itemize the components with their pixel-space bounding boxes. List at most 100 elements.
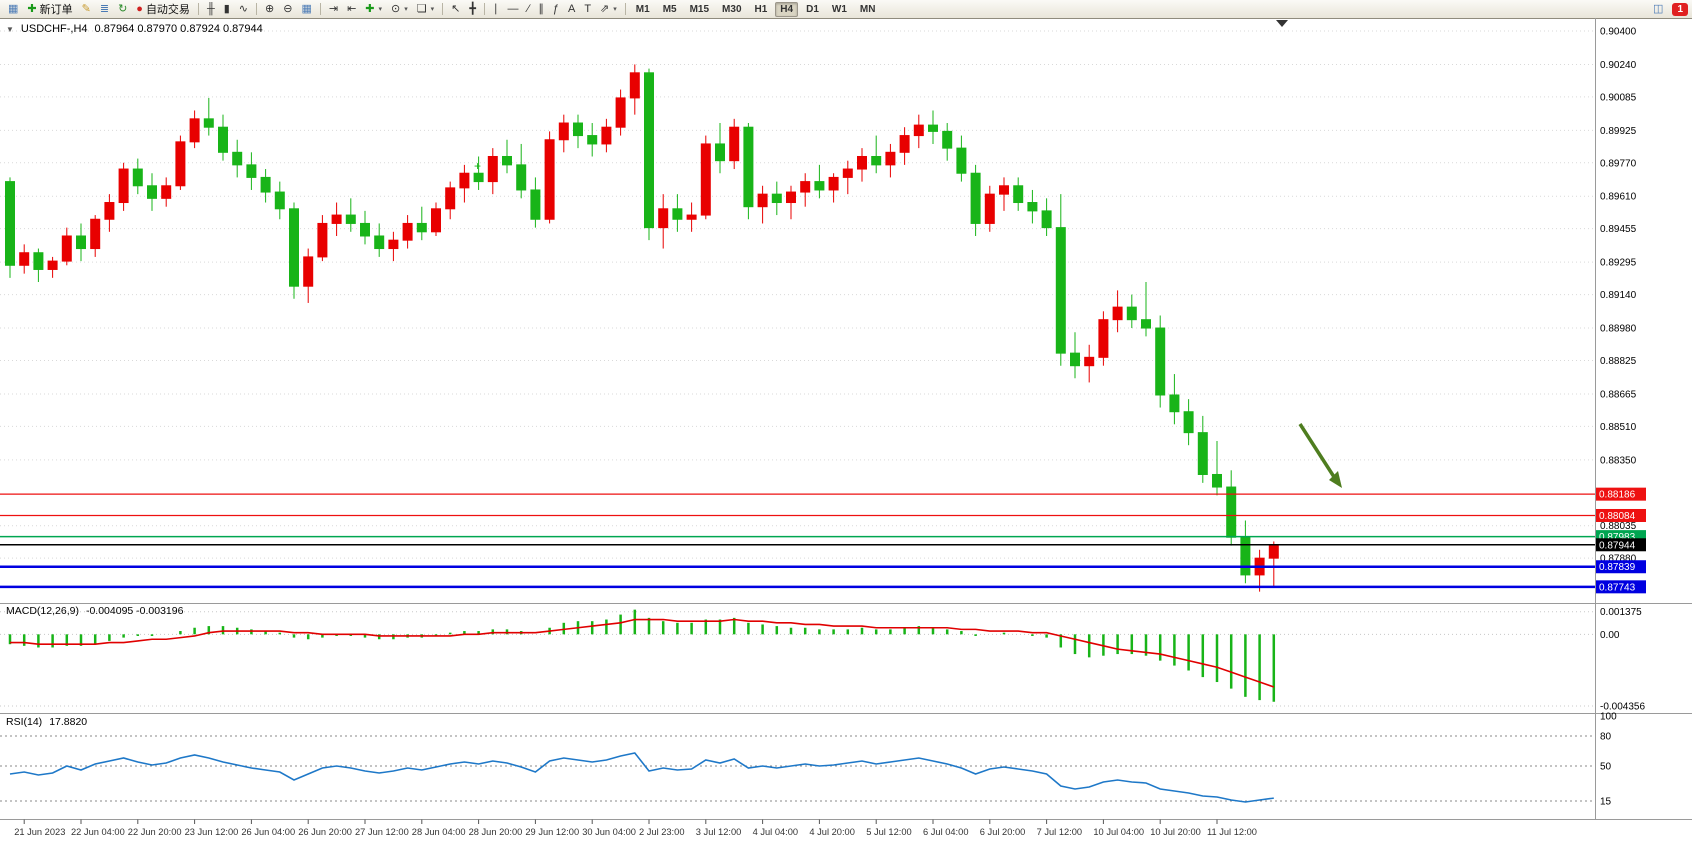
candle-body	[1240, 536, 1251, 576]
candle-body	[260, 176, 271, 193]
arrow-annotation[interactable]	[1298, 423, 1338, 481]
crosshair-icon[interactable]: ╋	[465, 0, 480, 18]
candle-body	[147, 185, 157, 199]
price-axis-label: 0.90240	[1600, 60, 1637, 71]
price-axis-label: 0.88825	[1600, 356, 1637, 367]
candle-body	[1155, 327, 1166, 396]
candle-body	[970, 172, 981, 224]
trendline-icon[interactable]: ∕	[524, 0, 534, 18]
auto-scroll-icon: ⇥	[328, 2, 339, 15]
macd-signal-line	[10, 618, 1275, 688]
indicators-icon: ✚	[365, 2, 375, 15]
label-icon: T	[584, 2, 592, 15]
periods-icon[interactable]: ⊙ ▾	[387, 0, 412, 18]
text-icon[interactable]: A	[564, 0, 579, 18]
candle-body	[686, 214, 697, 220]
line-chart-icon: ∿	[238, 2, 249, 15]
refresh-icon[interactable]: ↻	[114, 0, 131, 18]
time-axis-label: 28 Jun 20:00	[469, 827, 523, 837]
timeframe-mn[interactable]: MN	[859, 3, 876, 15]
bar-chart-icon[interactable]: ╫	[203, 0, 219, 18]
candle-body	[132, 168, 143, 187]
timeframe-m30[interactable]: M30	[722, 3, 742, 15]
chart-window-menu[interactable]: ▦	[4, 0, 22, 18]
candle-body	[1013, 185, 1024, 204]
candle-body	[956, 147, 967, 174]
label-icon[interactable]: T	[580, 0, 595, 18]
autotrading-button[interactable]: ● 自动交易	[132, 0, 194, 18]
candle-body	[1126, 306, 1137, 321]
chart-shift-icon[interactable]: ⇤	[343, 0, 360, 18]
auto-scroll-icon[interactable]: ⇥	[325, 0, 342, 18]
candle-body	[786, 191, 796, 204]
price-axis-label: 0.89455	[1600, 224, 1637, 235]
chart-object-plus[interactable]: +	[474, 159, 481, 173]
collapse-ohlc-icon[interactable]: ▼	[6, 24, 14, 34]
candle-body	[615, 97, 626, 128]
chart-ohlc-values: 0.87964 0.87970 0.87924 0.87944	[94, 23, 263, 35]
timeframe-m1[interactable]: M1	[635, 3, 650, 15]
candle-body	[871, 155, 882, 166]
candle-body	[388, 239, 399, 250]
candle-body	[246, 164, 257, 178]
candle-body	[47, 260, 58, 270]
templates-icon[interactable]: ❏ ▾	[413, 0, 438, 18]
tile-windows-icon[interactable]: ▦	[297, 0, 315, 18]
price-axis-label: 0.89770	[1600, 158, 1637, 169]
arrows-tool-icon[interactable]: ⇗ ▾	[596, 0, 621, 18]
market-watch-icon[interactable]: ≣	[96, 0, 113, 18]
candlestick-chart-icon[interactable]: ▮	[220, 0, 234, 18]
candle-body	[19, 252, 30, 266]
price-axis[interactable]	[1596, 18, 1692, 819]
zoom-in-icon[interactable]: ⊕	[261, 0, 278, 18]
rsi-indicator-label: RSI(14)	[6, 716, 43, 728]
line-chart-icon[interactable]: ∿	[235, 0, 252, 18]
candle-body	[331, 214, 342, 224]
candle-body	[587, 135, 598, 145]
arrow-annotation-head[interactable]	[1329, 471, 1342, 488]
indicators-icon[interactable]: ✚ ▾	[361, 0, 386, 18]
navigator-icon[interactable]: ◫	[1649, 0, 1667, 18]
navigator-icon: ◫	[1653, 2, 1664, 15]
zoom-out-icon[interactable]: ⊖	[279, 0, 296, 18]
support-line-green-label-text: 0.87983	[1599, 532, 1636, 543]
crosshair-icon: ╋	[469, 2, 476, 15]
cursor-icon[interactable]: ↖	[447, 0, 464, 18]
candle-body	[928, 124, 938, 132]
new-order-button-label: 新订单	[39, 4, 73, 16]
time-axis-label: 3 Jul 12:00	[696, 827, 742, 837]
trendline-icon: ∕	[527, 2, 530, 15]
candle-body	[644, 72, 654, 229]
horizontal-line-icon[interactable]: ―	[504, 0, 523, 18]
channel-icon[interactable]: ∥	[534, 0, 548, 18]
candle-body	[672, 208, 683, 220]
timeframe-m5[interactable]: M5	[662, 3, 677, 15]
candle-body	[729, 126, 740, 162]
candle-body	[700, 143, 711, 216]
fibonacci-icon[interactable]: ƒ	[549, 0, 563, 18]
candle-body	[502, 155, 512, 166]
candle-body	[431, 208, 441, 233]
candle-body	[374, 235, 385, 250]
timeframe-h4[interactable]: H4	[775, 1, 799, 17]
timeframe-w1[interactable]: W1	[831, 3, 847, 15]
candle-body	[1070, 352, 1080, 367]
time-axis[interactable]	[0, 820, 1595, 844]
timeframe-m15[interactable]: M15	[689, 3, 710, 15]
candle-body	[1141, 319, 1151, 329]
market-watch-icon: ≣	[99, 2, 110, 15]
notifications-badge[interactable]: 1	[1672, 2, 1688, 16]
timeframe-d1[interactable]: D1	[806, 3, 819, 15]
candle-body	[175, 141, 186, 187]
price-axis-label: 0.88510	[1600, 422, 1637, 433]
timeframe-h1[interactable]: H1	[754, 3, 768, 15]
autotrading-button-label: 自动交易	[145, 4, 190, 16]
time-axis-label: 6 Jul 04:00	[923, 827, 969, 837]
metaeditor-icon[interactable]: ✎	[78, 0, 95, 18]
resistance-line-1-label-text: 0.88186	[1599, 490, 1636, 501]
rsi-axis-label: 15	[1600, 797, 1612, 808]
candle-body	[516, 164, 527, 191]
new-order-button[interactable]: ✚ 新订单	[23, 0, 76, 18]
vertical-line-icon[interactable]: ∣	[489, 0, 503, 18]
